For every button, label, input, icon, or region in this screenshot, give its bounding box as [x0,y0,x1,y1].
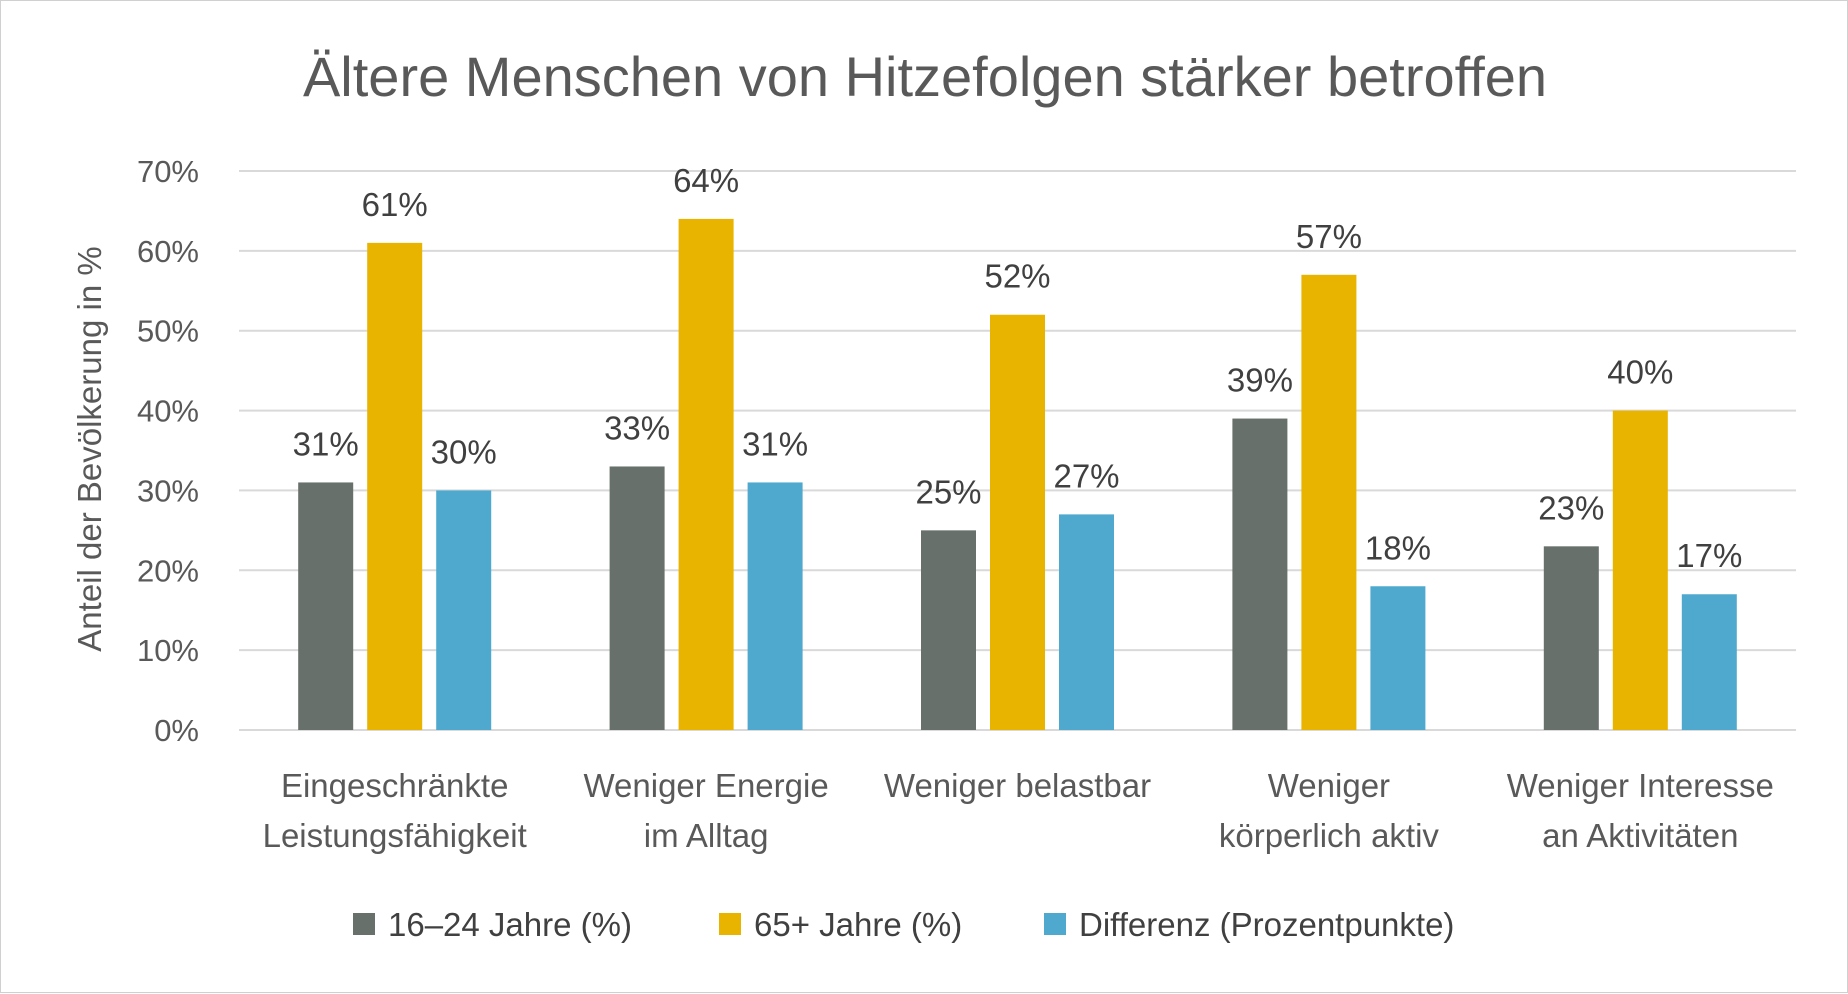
legend: 16–24 Jahre (%) 65+ Jahre (%) Differenz (P… [353,906,1454,943]
category-label: Leistungsfähigkeit [263,817,527,854]
bar [747,482,803,730]
category-label: Weniger Energie [583,767,828,804]
category-label: Eingeschränkte [281,767,508,804]
legend-swatch [719,913,741,935]
category-label: körperlich aktiv [1219,817,1440,854]
data-label: 64% [673,162,739,199]
data-label: 33% [604,409,670,446]
data-label: 23% [1538,489,1604,526]
chart-title: Ältere Menschen von Hitzefolgen stärker … [303,45,1547,108]
category-label: Weniger belastbar [884,767,1151,804]
category-labels: Eingeschränkte Leistungsfähigkeit Weniger … [263,767,1774,854]
category-label: im Alltag [644,817,769,854]
legend-swatch [353,913,375,935]
data-label: 18% [1365,529,1431,566]
legend-label: 16–24 Jahre (%) [388,906,632,943]
bar [1059,514,1114,730]
bar [921,530,976,730]
data-label: 40% [1607,354,1673,391]
bar [1301,274,1357,730]
y-tick-label: 20% [137,553,199,588]
y-tick-label: 40% [137,394,199,429]
bar [1543,546,1599,730]
data-label: 27% [1053,457,1119,494]
data-label: 57% [1296,218,1362,255]
bars [298,218,1737,730]
legend-label: Differenz (Prozentpunkte) [1079,906,1454,943]
legend-label: 65+ Jahre (%) [754,906,962,943]
y-tick-label: 50% [137,314,199,349]
data-label: 31% [293,425,359,462]
y-tick-labels: 0% 10% 20% 30% 40% 50% 60% 70% [137,154,199,748]
bar [367,242,423,730]
bar [990,314,1045,730]
data-label: 39% [1227,362,1293,399]
bar [1612,410,1668,730]
bar [609,466,665,730]
data-label: 17% [1676,537,1742,574]
data-label: 52% [984,258,1050,295]
category-label: Weniger Interesse [1507,767,1774,804]
y-tick-label: 0% [154,713,199,748]
bar [1370,586,1426,730]
y-tick-label: 10% [137,633,199,668]
y-axis-label: Anteil der Bevölkerung in % [71,246,108,651]
data-label: 25% [915,473,981,510]
bar [1232,418,1288,730]
category-label: Weniger [1268,767,1390,804]
legend-swatch [1044,913,1066,935]
y-tick-label: 30% [137,473,199,508]
data-label: 61% [362,186,428,223]
y-tick-label: 60% [137,234,199,269]
category-label: an Aktivitäten [1542,817,1738,854]
bar [436,490,492,730]
data-label: 30% [431,433,497,470]
bar [678,218,734,730]
bar [1681,594,1737,730]
bar [298,482,354,730]
data-labels: 31% 33% 25% 39% 23% 61% 64% 52% 57% 40% 30% 31% 27% 1… [293,162,1743,574]
y-tick-label: 70% [137,154,199,189]
data-label: 31% [742,425,808,462]
